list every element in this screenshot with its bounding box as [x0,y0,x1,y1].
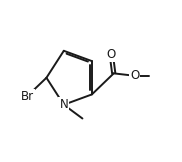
Text: O: O [107,48,116,61]
Text: Br: Br [20,90,33,103]
Text: O: O [130,69,139,82]
Text: N: N [60,98,68,111]
